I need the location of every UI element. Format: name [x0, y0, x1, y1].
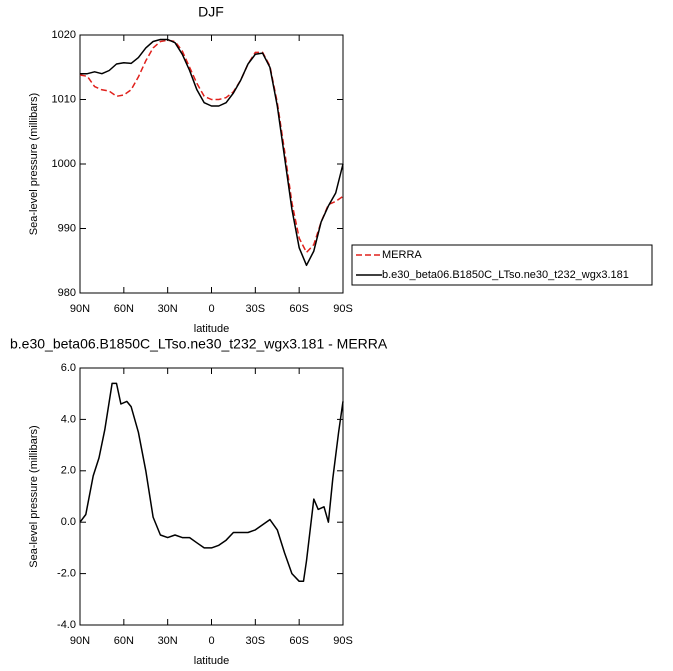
y-tick-label: -2.0 [57, 568, 76, 580]
y-tick-label: 0.0 [61, 516, 76, 528]
x-tick-label: 30N [158, 635, 178, 647]
series-line [80, 38, 344, 267]
y-axis-label: Sea-level pressure (millibars) [28, 425, 40, 567]
legend-box [351, 244, 653, 286]
x-tick-label: 30N [158, 303, 178, 315]
x-tick-label: 60S [289, 635, 309, 647]
legend-label: MERRA [382, 249, 422, 261]
y-tick-label: 4.0 [61, 413, 76, 425]
y-tick-label: 1020 [52, 29, 76, 41]
y-tick-label: 2.0 [61, 465, 76, 477]
x-tick-label: 30S [246, 303, 266, 315]
y-tick-label: 990 [58, 222, 76, 234]
plot-frame [79, 34, 344, 294]
x-tick-label: 60S [289, 303, 309, 315]
legend-label: b.e30_beta06.B1850C_LTso.ne30_t232_wgx3.… [382, 269, 629, 281]
series-line [79, 39, 344, 254]
x-axis-label: latitude [194, 323, 229, 335]
y-axis-label: Sea-level pressure (millibars) [28, 93, 40, 235]
x-tick-label: 60N [114, 303, 134, 315]
x-axis-label: latitude [194, 655, 229, 667]
x-tick-label: 60N [114, 635, 134, 647]
chart-title: b.e30_beta06.B1850C_LTso.ne30_t232_wgx3.… [10, 336, 388, 352]
y-tick-label: -4.0 [57, 619, 76, 631]
plot-frame [79, 367, 344, 626]
chart-title: DJF [198, 4, 224, 20]
x-tick-label: 0 [208, 303, 214, 315]
x-tick-label: 90S [333, 303, 353, 315]
x-tick-label: 0 [208, 635, 214, 647]
y-tick-label: 1000 [52, 158, 76, 170]
x-tick-label: 90N [70, 303, 90, 315]
y-tick-label: 6.0 [61, 362, 76, 374]
x-tick-label: 90N [70, 635, 90, 647]
x-tick-label: 90S [333, 635, 353, 647]
y-tick-label: 980 [58, 287, 76, 299]
series-line [79, 382, 344, 583]
y-tick-label: 1010 [52, 93, 76, 105]
x-tick-label: 30S [246, 635, 266, 647]
